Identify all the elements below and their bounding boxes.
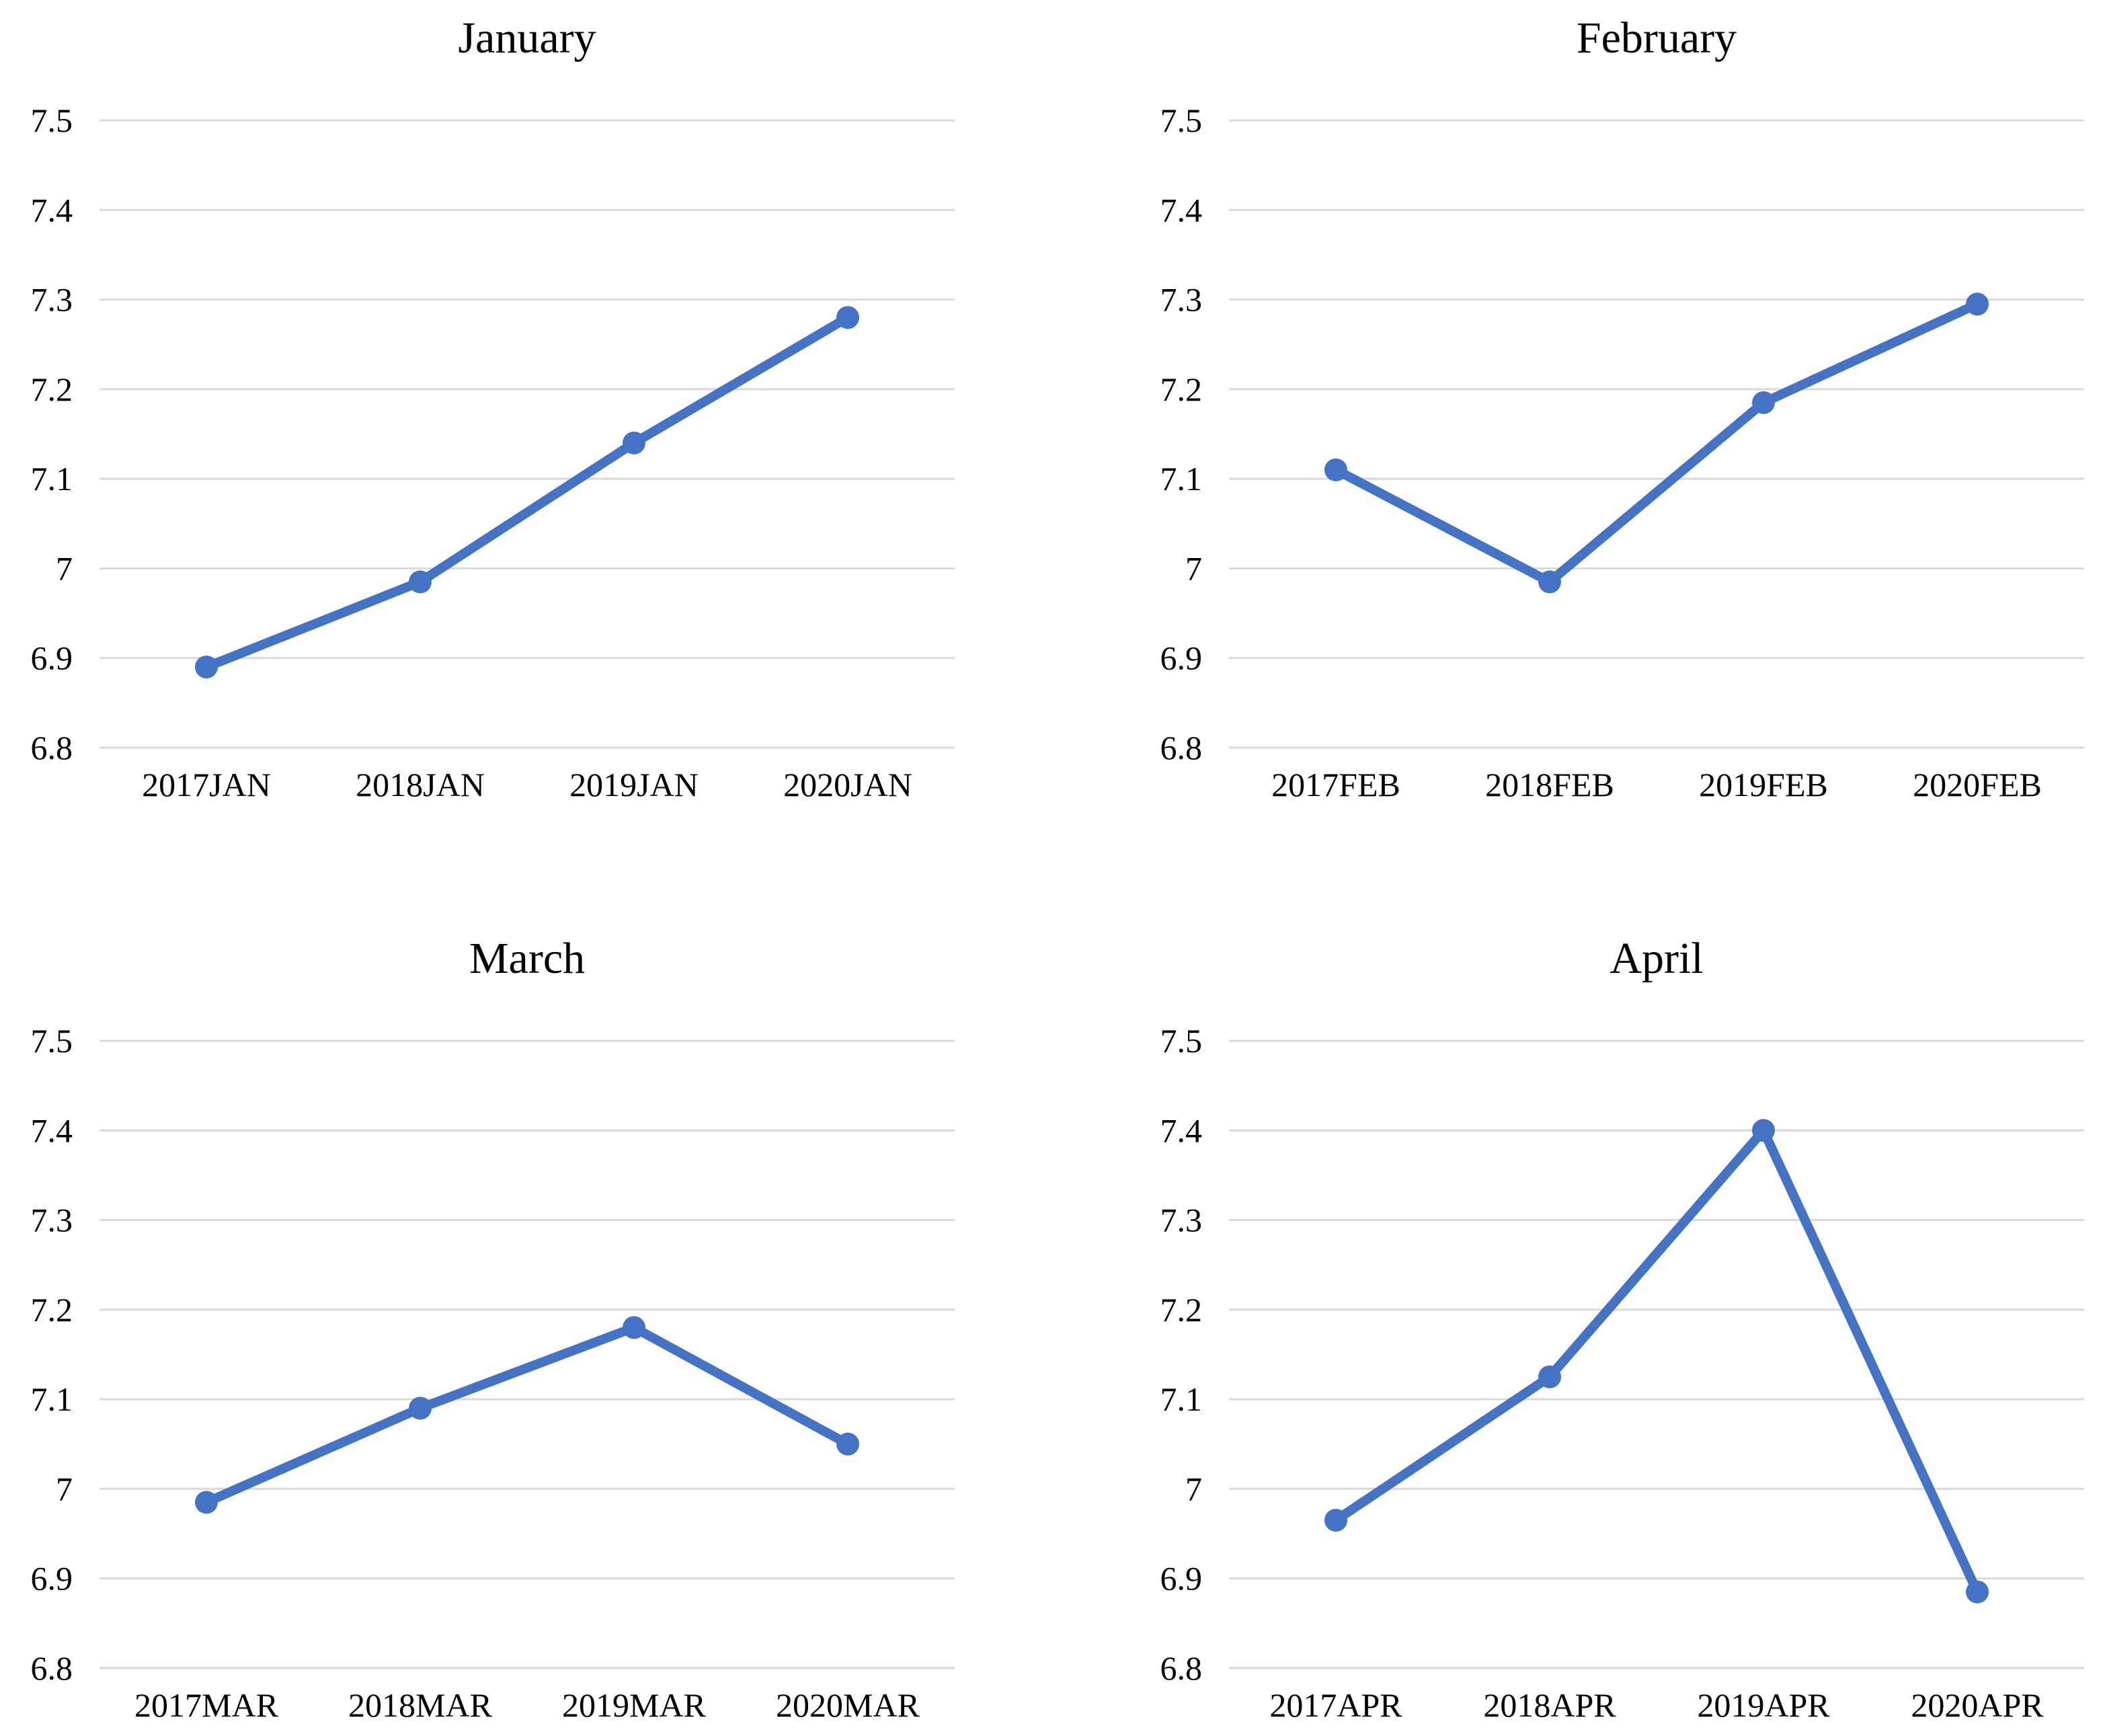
x-tick-label: 2017JAN xyxy=(142,766,271,803)
line-chart-january: January 7.5 7.4 7.3 7.2 7.1 7 6.9 6.8 2017JAN 2018… xyxy=(31,13,955,803)
line-chart-february: February 7.5 7.4 7.3 7.2 7.1 7 6.9 6.8 2017FEB 201… xyxy=(1160,13,2084,803)
x-tick-label: 2018APR xyxy=(1483,1686,1616,1724)
data-point xyxy=(1966,292,1989,316)
x-tick-label: 2019APR xyxy=(1697,1686,1830,1724)
chart-panel-january: January 7.5 7.4 7.3 7.2 7.1 7 6.9 6.8 2017JAN 2018… xyxy=(0,0,1052,868)
y-tick-label: 7.2 xyxy=(1160,370,1203,408)
data-point xyxy=(1752,391,1775,414)
y-tick-label: 6.8 xyxy=(1160,1649,1203,1687)
data-point xyxy=(836,1432,859,1456)
data-line xyxy=(202,1323,852,1507)
y-tick-label: 6.9 xyxy=(31,1560,73,1597)
x-tick-label: 2019MAR xyxy=(562,1686,707,1724)
chart-title: January xyxy=(458,13,596,63)
line-chart-april: April 7.5 7.4 7.3 7.2 7.1 7 6.9 6.8 2017APR 2018AP… xyxy=(1160,934,2084,1724)
data-point xyxy=(623,431,645,455)
y-tick-label: 7.5 xyxy=(31,102,73,139)
y-tick-label: 6.9 xyxy=(1160,1560,1203,1597)
y-tick-label: 6.8 xyxy=(1160,729,1203,766)
y-tick-label: 7.5 xyxy=(31,1022,73,1060)
chart-title: April xyxy=(1610,934,1703,983)
y-tick-label: 7.3 xyxy=(1160,1201,1203,1239)
x-tick-label: 2018MAR xyxy=(348,1686,493,1724)
y-tick-label: 7.1 xyxy=(31,460,73,498)
y-tick-label: 7.4 xyxy=(1160,1111,1203,1149)
y-tick-label: 6.9 xyxy=(31,639,73,677)
y-tick-label: 7.5 xyxy=(1160,1022,1203,1060)
data-line xyxy=(202,313,852,672)
data-point xyxy=(1538,570,1561,594)
data-line xyxy=(1331,1126,1982,1597)
y-tick-label: 7.3 xyxy=(31,281,73,319)
y-tick-label: 7.5 xyxy=(1160,102,1203,139)
x-tick-label: 2020FEB xyxy=(1913,766,2042,803)
data-point xyxy=(836,306,859,329)
chart-title: February xyxy=(1577,13,1737,63)
y-tick-label: 7.4 xyxy=(31,1111,73,1149)
chart-panel-march: March 7.5 7.4 7.3 7.2 7.1 7 6.9 6.8 2017MAR 2018MA… xyxy=(0,868,1052,1736)
chart-panel-april: April 7.5 7.4 7.3 7.2 7.1 7 6.9 6.8 2017APR 2018AP… xyxy=(1052,868,2103,1736)
data-point xyxy=(1324,458,1347,481)
data-point xyxy=(195,656,218,679)
line-chart-march: March 7.5 7.4 7.3 7.2 7.1 7 6.9 6.8 2017MAR 2018MA… xyxy=(31,934,955,1724)
x-tick-label: 2019FEB xyxy=(1699,766,1828,803)
y-tick-label: 7.2 xyxy=(1160,1291,1203,1329)
x-tick-label: 2020APR xyxy=(1911,1686,2044,1724)
y-tick-label: 7.2 xyxy=(31,1291,73,1329)
y-tick-label: 6.9 xyxy=(1160,639,1203,677)
y-tick-label: 7.3 xyxy=(1160,281,1203,319)
y-tick-label: 7 xyxy=(1185,1470,1202,1507)
y-tick-label: 6.8 xyxy=(31,729,73,766)
y-tick-label: 7.1 xyxy=(1160,1380,1203,1418)
y-tick-label: 7 xyxy=(56,1470,73,1507)
x-tick-label: 2020MAR xyxy=(776,1686,920,1724)
x-tick-label: 2017APR xyxy=(1269,1686,1402,1724)
y-tick-label: 7 xyxy=(56,549,73,587)
y-tick-label: 7.1 xyxy=(31,1380,73,1418)
data-point xyxy=(195,1491,218,1514)
data-point xyxy=(409,570,432,594)
y-tick-label: 7.2 xyxy=(31,370,73,408)
data-point xyxy=(623,1316,645,1339)
x-tick-label: 2020JAN xyxy=(783,766,912,803)
x-tick-label: 2019JAN xyxy=(569,766,699,803)
chart-title: March xyxy=(469,934,585,983)
y-tick-label: 7 xyxy=(1185,549,1202,587)
data-point xyxy=(409,1396,432,1420)
y-tick-label: 7.4 xyxy=(31,191,73,229)
data-point xyxy=(1538,1365,1561,1388)
data-point xyxy=(1324,1509,1347,1532)
data-point xyxy=(1752,1119,1775,1142)
x-tick-label: 2018FEB xyxy=(1485,766,1614,803)
x-tick-label: 2018JAN xyxy=(356,766,485,803)
chart-panel-february: February 7.5 7.4 7.3 7.2 7.1 7 6.9 6.8 2017FEB 201… xyxy=(1052,0,2103,868)
x-tick-label: 2017FEB xyxy=(1271,766,1400,803)
data-point xyxy=(1966,1580,1989,1604)
y-tick-label: 6.8 xyxy=(31,1649,73,1687)
y-tick-label: 7.1 xyxy=(1160,460,1203,498)
y-tick-label: 7.3 xyxy=(31,1201,73,1239)
x-tick-label: 2017MAR xyxy=(134,1686,279,1724)
y-tick-label: 7.4 xyxy=(1160,191,1203,229)
data-line xyxy=(1331,299,1982,587)
